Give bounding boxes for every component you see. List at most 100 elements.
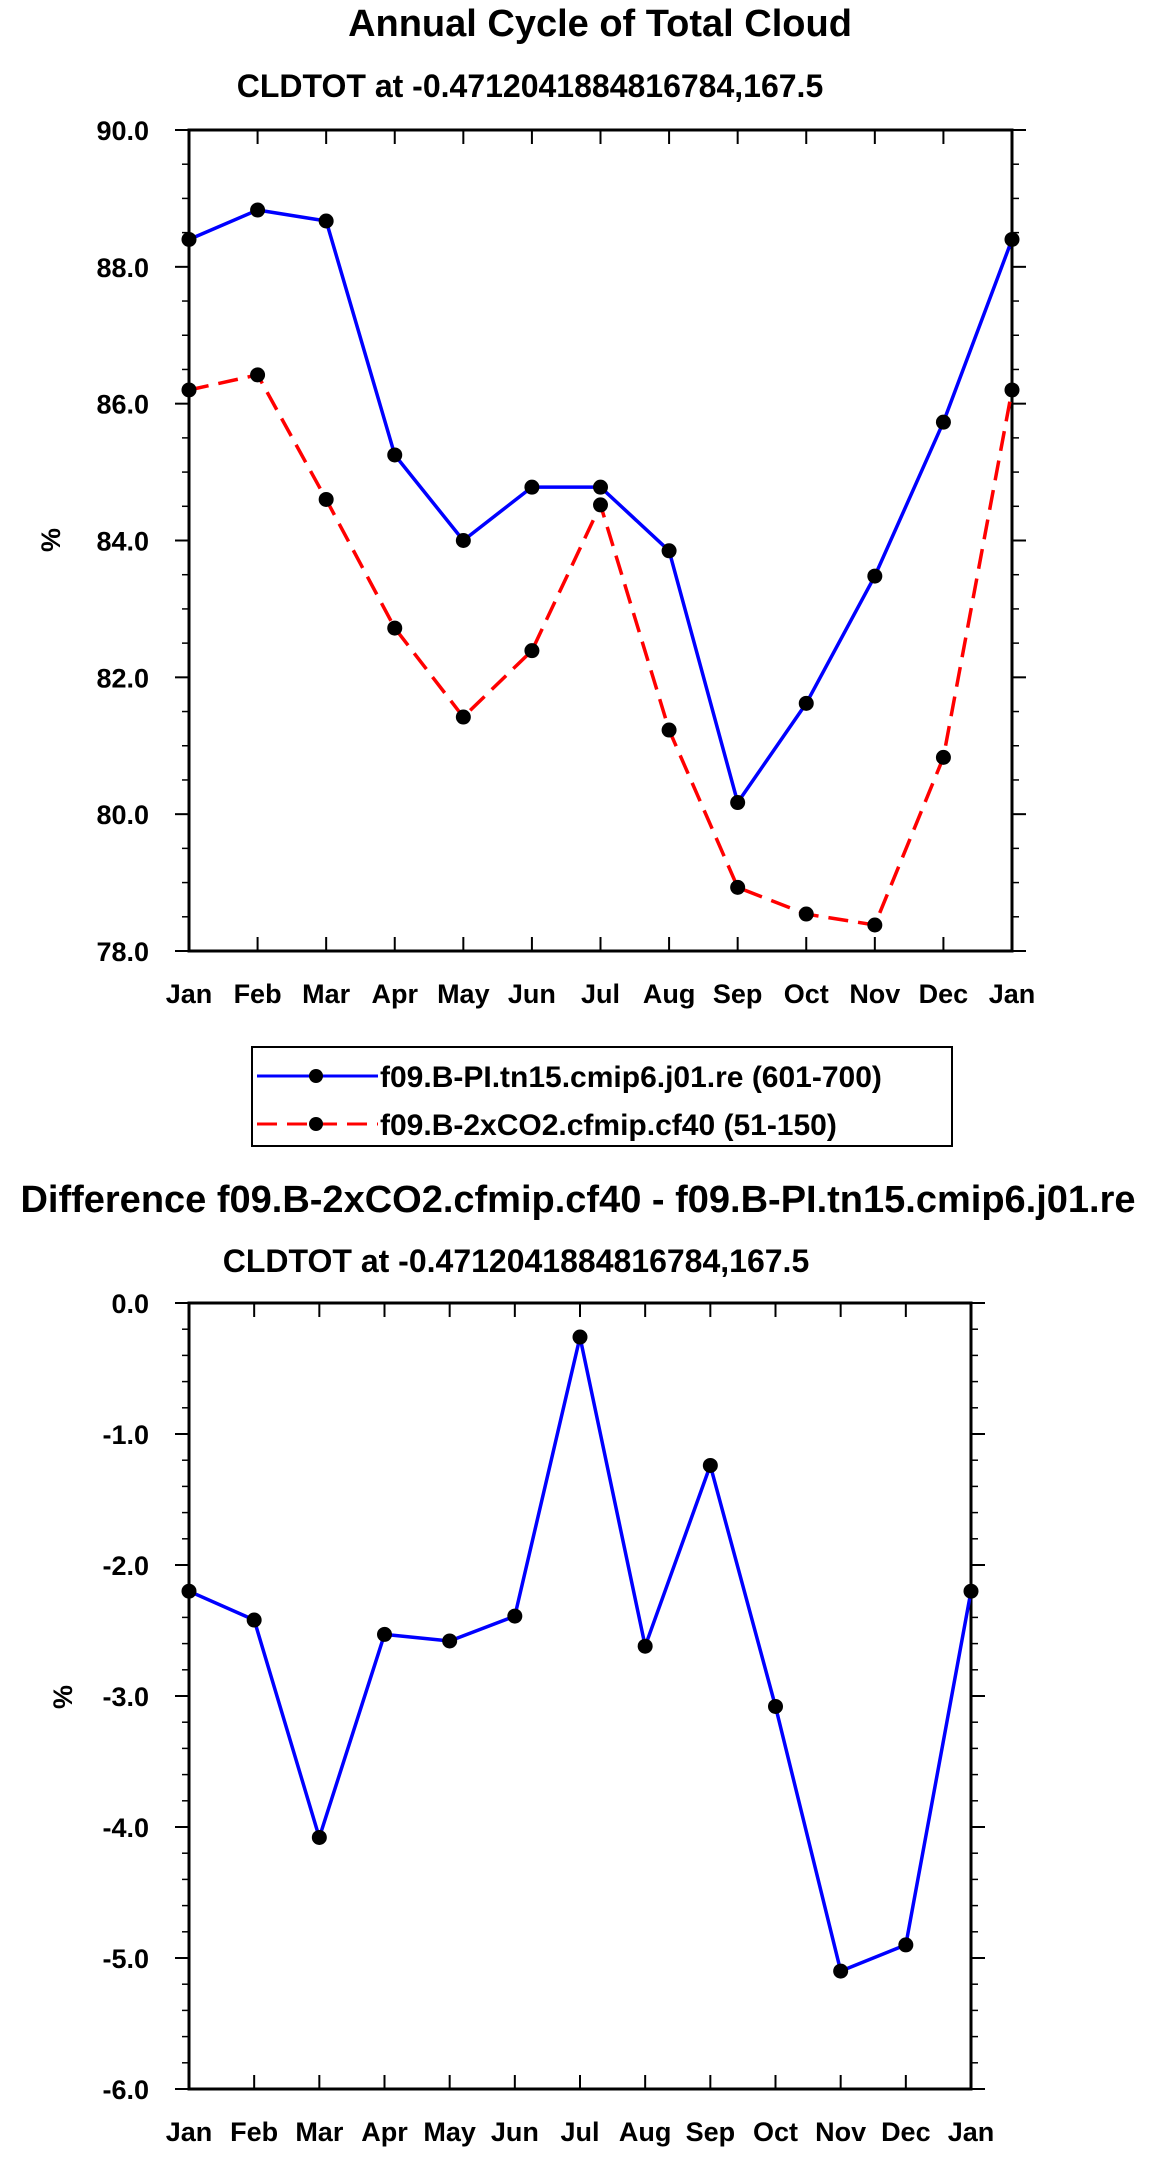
- y-tick-label: 84.0: [96, 527, 149, 557]
- data-point-0-5: [507, 1608, 523, 1624]
- x-tick-label: Mar: [295, 2117, 344, 2147]
- data-point-0-8: [730, 795, 746, 811]
- data-series: [181, 1329, 979, 1979]
- data-point-1-10: [867, 917, 883, 933]
- x-tick-label: Jun: [491, 2117, 539, 2147]
- chart-title: Difference f09.B-2xCO2.cfmip.cf40 - f09.…: [20, 1179, 1135, 1221]
- data-point-0-4: [455, 533, 471, 548]
- difference-chart: Difference f09.B-2xCO2.cfmip.cf40 - f09.…: [20, 1179, 1135, 2147]
- data-point-0-12: [963, 1583, 979, 1599]
- x-tick-label: Nov: [849, 979, 900, 1009]
- data-point-0-3: [377, 1626, 392, 1642]
- x-tick-label: Jun: [508, 979, 556, 1009]
- data-point-1-12: [1004, 382, 1020, 398]
- data-point-1-6: [593, 497, 608, 513]
- x-tick-label: Oct: [753, 2117, 798, 2147]
- data-point-1-0: [181, 382, 197, 398]
- x-tick-label: Nov: [815, 2117, 866, 2147]
- data-point-0-9: [768, 1698, 783, 1714]
- x-tick-label: Jan: [166, 979, 213, 1009]
- x-tick-label: Jan: [948, 2117, 995, 2147]
- data-point-0-3: [387, 447, 403, 463]
- data-series: [181, 202, 1020, 933]
- data-point-0-10: [833, 1963, 849, 1979]
- x-tick-label: Apr: [372, 979, 419, 1009]
- x-tick-label: Feb: [230, 2117, 278, 2147]
- axis-ticks: [175, 1302, 985, 2090]
- plot-frame: [187, 1301, 973, 2091]
- data-point-0-0: [181, 1583, 197, 1599]
- x-tick-label: Feb: [234, 979, 282, 1009]
- x-tick-label: Dec: [919, 979, 969, 1009]
- series-line-0: [188, 1335, 973, 1973]
- chart-subtitle: CLDTOT at -0.4712041884816784,167.5: [237, 68, 823, 104]
- y-tick-label: -4.0: [102, 1813, 149, 1843]
- data-point-0-10: [867, 568, 883, 584]
- legend-marker-pi: [309, 1069, 323, 1083]
- y-tick-label: 88.0: [96, 253, 149, 283]
- data-point-0-7: [637, 1638, 653, 1654]
- data-point-1-5: [524, 643, 540, 659]
- data-point-1-3: [387, 620, 403, 636]
- legend: f09.B-PI.tn15.cmip6.j01.re (601-700) f09…: [251, 1046, 953, 1147]
- y-tick-label: -5.0: [102, 1944, 149, 1974]
- y-tick-label: 90.0: [96, 116, 149, 146]
- y-tick-label: -3.0: [102, 1682, 149, 1712]
- y-tick-labels: -6.0 -5.0 -4.0 -3.0 -2.0 -1.0 0.0: [102, 1289, 149, 2105]
- y-tick-label: 0.0: [111, 1289, 149, 1319]
- data-point-0-1: [250, 202, 266, 218]
- legend-label-2xco2: f09.B-2xCO2.cfmip.cf40 (51-150): [380, 1109, 837, 1142]
- x-tick-label: May: [437, 979, 490, 1009]
- y-tick-label: 78.0: [96, 937, 149, 967]
- series-line-1: [188, 373, 1014, 927]
- legend-frame: [251, 1046, 953, 1147]
- y-tick-label: 86.0: [96, 390, 149, 420]
- data-point-0-6: [593, 479, 608, 495]
- y-tick-label: 80.0: [96, 800, 149, 830]
- data-point-0-11: [898, 1937, 914, 1953]
- data-point-0-7: [661, 543, 677, 559]
- legend-marker-2xco2: [309, 1117, 323, 1131]
- data-point-0-0: [181, 231, 197, 247]
- data-point-0-4: [442, 1633, 458, 1649]
- plot-frame: [187, 128, 1014, 953]
- annual-cycle-chart: Annual Cycle of Total Cloud CLDTOT at -0…: [36, 3, 1035, 1009]
- x-tick-label: Sep: [686, 2117, 736, 2147]
- x-tick-label: Jul: [560, 2117, 599, 2147]
- axis-ticks: [175, 129, 1026, 952]
- data-point-0-2: [318, 213, 334, 229]
- y-tick-label: -1.0: [102, 1420, 149, 1450]
- legend-label-pi: f09.B-PI.tn15.cmip6.j01.re (601-700): [380, 1061, 882, 1094]
- data-point-0-2: [311, 1829, 327, 1845]
- data-point-1-11: [935, 749, 951, 765]
- data-point-1-2: [318, 491, 334, 507]
- x-tick-label: Apr: [361, 2117, 408, 2147]
- x-tick-label: Jul: [581, 979, 620, 1009]
- x-tick-label: Aug: [619, 2117, 671, 2147]
- x-tick-labels: Jan Feb Mar Apr May Jun Jul Aug Sep Oct Nov Dec Jan: [166, 2117, 995, 2147]
- x-tick-label: Oct: [784, 979, 829, 1009]
- x-tick-label: Jan: [166, 2117, 213, 2147]
- x-tick-label: Sep: [713, 979, 763, 1009]
- data-point-0-12: [1004, 231, 1020, 247]
- data-point-0-8: [702, 1457, 718, 1473]
- y-tick-labels: 78.0 80.0 82.0 84.0 86.0 88.0 90.0: [96, 116, 149, 967]
- data-point-1-7: [661, 722, 677, 738]
- data-point-1-4: [455, 709, 471, 725]
- data-point-0-6: [572, 1329, 588, 1345]
- data-point-0-9: [798, 695, 814, 711]
- data-point-0-1: [246, 1612, 262, 1628]
- y-axis-label: %: [36, 528, 66, 552]
- chart-subtitle: CLDTOT at -0.4712041884816784,167.5: [223, 1243, 809, 1279]
- data-point-0-5: [524, 479, 540, 495]
- y-tick-label: 82.0: [96, 663, 149, 693]
- data-point-1-1: [250, 367, 266, 383]
- data-point-1-8: [730, 879, 746, 895]
- y-tick-label: -6.0: [102, 2075, 149, 2105]
- x-tick-labels: Jan Feb Mar Apr May Jun Jul Aug Sep Oct Nov Dec Jan: [166, 979, 1036, 1009]
- x-tick-label: Aug: [643, 979, 695, 1009]
- chart-title: Annual Cycle of Total Cloud: [348, 3, 852, 45]
- x-tick-label: Mar: [302, 979, 351, 1009]
- x-tick-label: Dec: [881, 2117, 931, 2147]
